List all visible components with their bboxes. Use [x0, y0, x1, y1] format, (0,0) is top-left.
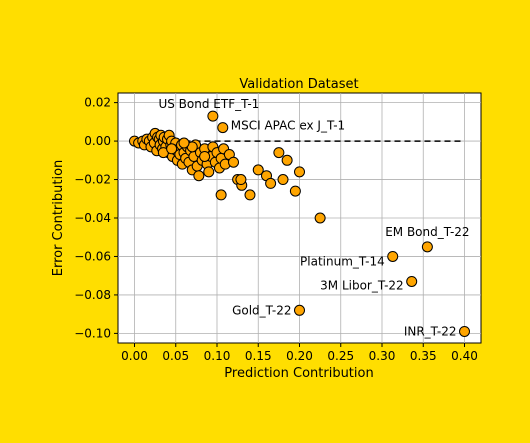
data-point — [199, 150, 211, 162]
x-tick-label: 0.15 — [245, 349, 272, 363]
data-point — [203, 166, 215, 178]
data-point — [314, 212, 326, 224]
data-point — [235, 174, 247, 186]
data-point — [289, 185, 301, 197]
y-tick-label: 0.02 — [84, 96, 111, 110]
x-tick-label: 0.20 — [286, 349, 313, 363]
x-tick-label: 0.25 — [327, 349, 354, 363]
data-point — [215, 189, 227, 201]
point-label: 3M Libor_T-22 — [320, 278, 404, 292]
data-points — [129, 110, 470, 337]
x-tick-label: 0.00 — [121, 349, 148, 363]
x-tick-label: 0.40 — [451, 349, 478, 363]
data-point — [217, 122, 229, 134]
point-label: EM Bond_T-22 — [385, 225, 469, 239]
point-label: INR_T-22 — [404, 324, 457, 338]
y-tick-label: −0.08 — [74, 288, 111, 302]
chart-title: Validation Dataset — [239, 77, 358, 92]
data-point — [281, 154, 293, 166]
point-label: Gold_T-22 — [232, 303, 291, 317]
y-tick-label: −0.10 — [74, 326, 111, 340]
grid-lines — [118, 93, 481, 343]
y-tick-label: 0.00 — [84, 134, 111, 148]
point-label: Platinum_T-14 — [300, 254, 385, 268]
x-tick-label: 0.10 — [204, 349, 231, 363]
data-point — [193, 170, 205, 182]
data-point — [252, 164, 264, 176]
x-tick-label: 0.30 — [369, 349, 396, 363]
data-point — [387, 250, 399, 262]
data-point — [294, 304, 305, 316]
data-point — [406, 275, 418, 287]
y-tick-label: −0.02 — [74, 173, 111, 187]
point-label: US Bond ETF_T-1 — [158, 97, 259, 111]
data-point — [207, 110, 219, 122]
y-axis-ticks: 0.02 0.00 −0.02 −0.04 −0.06 −0.08 −0.10 — [74, 96, 118, 340]
data-point — [459, 325, 470, 337]
y-tick-label: −0.06 — [74, 249, 111, 263]
y-tick-label: −0.04 — [74, 211, 111, 225]
data-point — [273, 147, 285, 159]
data-point — [166, 143, 178, 155]
y-axis-label: Error Contribution — [51, 160, 66, 277]
x-axis-label: Prediction Contribution — [224, 366, 373, 381]
point-labels: US Bond ETF_T-1 MSCI APAC ex J_T-1 EM Bond… — [158, 97, 469, 338]
data-point — [228, 156, 239, 168]
data-point — [265, 177, 277, 189]
x-tick-label: 0.35 — [410, 349, 437, 363]
x-tick-label: 0.05 — [162, 349, 189, 363]
x-axis-ticks: 0.00 0.05 0.10 0.15 0.20 0.25 0.30 0.35 0.40 — [121, 343, 478, 363]
data-point — [277, 174, 289, 186]
point-label: MSCI APAC ex J_T-1 — [231, 119, 345, 133]
data-point — [294, 166, 305, 178]
data-point — [178, 137, 190, 149]
data-point — [244, 189, 256, 201]
data-point — [421, 241, 433, 253]
